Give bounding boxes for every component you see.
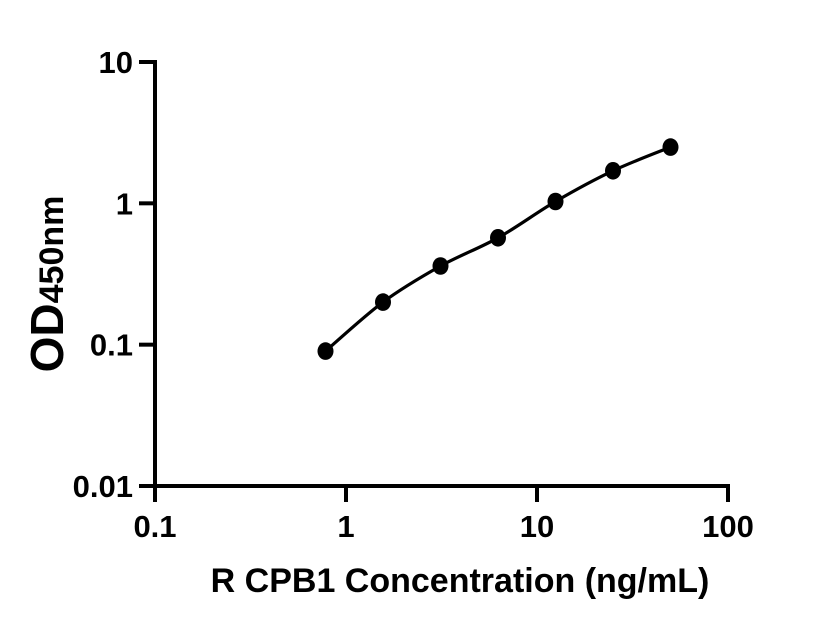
- y-tick-label: 0.01: [73, 469, 133, 504]
- y-axis-title-subscript: 450nm: [33, 196, 71, 304]
- data-point-marker: [375, 293, 391, 311]
- x-tick-label: 1: [337, 509, 354, 544]
- y-tick-label: 0.1: [90, 328, 133, 363]
- data-point-marker: [490, 229, 506, 247]
- data-point-marker: [317, 342, 334, 360]
- x-tick-label: 0.1: [133, 509, 176, 544]
- data-point-marker: [432, 257, 449, 275]
- series-curve: [324, 145, 672, 353]
- x-axis-title: R CPB1 Concentration (ng/mL): [211, 562, 710, 600]
- y-axis-title: OD450nm: [21, 196, 73, 373]
- x-tick-label: 10: [520, 509, 554, 544]
- y-axis-title-main: OD: [21, 303, 73, 372]
- data-point-marker: [605, 162, 621, 180]
- y-tick-label: 1: [116, 186, 133, 221]
- y-tick-label: 10: [99, 45, 133, 80]
- data-point-marker: [662, 138, 679, 156]
- x-tick-label: 100: [702, 509, 754, 544]
- series-layer: [317, 138, 679, 360]
- data-point-marker: [547, 192, 564, 211]
